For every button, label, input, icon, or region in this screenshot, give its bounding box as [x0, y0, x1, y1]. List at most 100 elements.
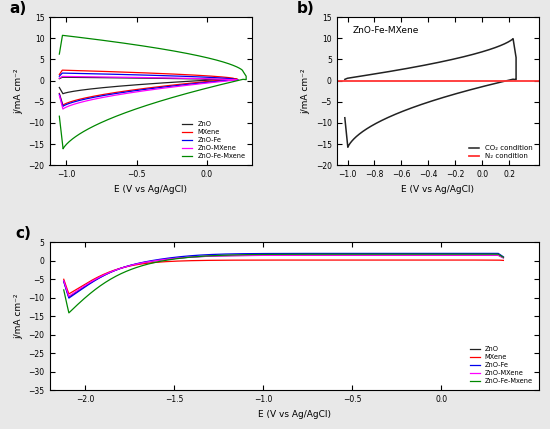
- ZnO-Fe: [260, 251, 267, 256]
- ZnO-Fe-Mxene: [139, 263, 146, 268]
- Line: ZnO: ZnO: [59, 77, 238, 94]
- ZnO-MXene: [355, 253, 361, 258]
- X-axis label: E (V vs Ag/AgCl): E (V vs Ag/AgCl): [402, 184, 474, 193]
- MXene: [148, 85, 155, 90]
- Line: ZnO: ZnO: [64, 255, 503, 297]
- ZnO-Fe-Mxene: [209, 57, 216, 62]
- ZnO-Fe: [59, 70, 65, 76]
- ZnO-MXene: [320, 253, 327, 258]
- MXene: [260, 257, 267, 263]
- ZnO: [500, 255, 507, 260]
- Line: MXene: MXene: [64, 260, 503, 294]
- ZnO-Fe: [202, 75, 209, 80]
- MXene: [174, 72, 181, 77]
- ZnO-Fe: [355, 251, 361, 256]
- CO₂ condition: [388, 69, 395, 74]
- ZnO-MXene: [59, 106, 66, 112]
- ZnO-MXene: [218, 79, 225, 84]
- CO₂ condition: [342, 115, 348, 120]
- X-axis label: E (V vs Ag/AgCl): E (V vs Ag/AgCl): [258, 410, 331, 419]
- MXene: [392, 257, 399, 263]
- ZnO: [320, 253, 327, 258]
- CO₂ condition: [342, 77, 348, 82]
- Line: ZnO-Fe-Mxene: ZnO-Fe-Mxene: [59, 35, 246, 149]
- MXene: [144, 70, 150, 76]
- ZnO-Fe: [59, 104, 66, 109]
- MXene: [320, 257, 327, 263]
- Line: CO₂ condition: CO₂ condition: [345, 39, 516, 147]
- ZnO-MXene: [120, 91, 127, 97]
- MXene: [60, 277, 67, 282]
- Text: ZnO-Fe-MXene: ZnO-Fe-MXene: [353, 26, 419, 35]
- Y-axis label: j/mA cm⁻²: j/mA cm⁻²: [14, 69, 23, 114]
- ZnO-Fe-Mxene: [56, 51, 63, 57]
- ZnO-MXene: [495, 253, 502, 258]
- CO₂ condition: [510, 36, 516, 41]
- ZnO-Fe-Mxene: [153, 100, 159, 105]
- Legend: ZnO, MXene, ZnO-Fe, ZnO-MXene, ZnO-Fe-Mxene: ZnO, MXene, ZnO-Fe, ZnO-MXene, ZnO-Fe-Mx…: [180, 118, 249, 162]
- ZnO-Fe: [218, 79, 225, 84]
- ZnO-Fe-Mxene: [174, 256, 181, 261]
- ZnO-Fe-Mxene: [495, 251, 502, 257]
- MXene: [495, 257, 502, 263]
- ZnO-MXene: [202, 76, 209, 82]
- MXene: [174, 259, 181, 264]
- CO₂ condition: [344, 145, 351, 150]
- MXene: [65, 291, 72, 296]
- ZnO-Fe: [56, 91, 63, 97]
- ZnO-MXene: [260, 253, 267, 258]
- MXene: [59, 103, 66, 108]
- ZnO-MXene: [56, 93, 63, 98]
- ZnO: [56, 85, 63, 90]
- MXene: [355, 257, 361, 263]
- MXene: [202, 73, 209, 79]
- ZnO-Fe-Mxene: [500, 255, 507, 260]
- CO₂ condition: [363, 127, 370, 132]
- ZnO: [174, 256, 181, 261]
- ZnO-Fe-Mxene: [148, 45, 155, 50]
- CO₂ condition: [475, 50, 482, 55]
- Legend: ZnO, MXene, ZnO-Fe, ZnO-MXene, ZnO-Fe-Mxene: ZnO, MXene, ZnO-Fe, ZnO-MXene, ZnO-Fe-Mx…: [467, 344, 536, 387]
- ZnO-MXene: [500, 255, 507, 260]
- ZnO-MXene: [174, 256, 181, 261]
- ZnO-Fe-Mxene: [180, 50, 186, 55]
- ZnO-Fe-Mxene: [392, 251, 399, 257]
- MXene: [56, 91, 63, 96]
- ZnO-Fe-Mxene: [355, 251, 361, 257]
- ZnO: [120, 83, 127, 88]
- CO₂ condition: [465, 53, 472, 58]
- Line: ZnO-Fe-Mxene: ZnO-Fe-Mxene: [64, 254, 503, 313]
- ZnO-Fe: [120, 90, 127, 95]
- ZnO-Fe-Mxene: [56, 114, 63, 119]
- ZnO-MXene: [148, 87, 155, 92]
- MXene: [56, 72, 63, 77]
- ZnO: [260, 253, 267, 258]
- ZnO-MXene: [59, 74, 65, 79]
- Text: c): c): [15, 226, 31, 241]
- Line: ZnO-MXene: ZnO-MXene: [59, 76, 238, 109]
- ZnO: [60, 278, 67, 284]
- ZnO: [56, 76, 63, 81]
- Text: a): a): [9, 1, 26, 16]
- ZnO-Fe: [56, 74, 63, 79]
- X-axis label: E (V vs Ag/AgCl): E (V vs Ag/AgCl): [114, 184, 187, 193]
- ZnO: [139, 260, 146, 266]
- ZnO-Fe-Mxene: [260, 252, 267, 257]
- ZnO: [148, 81, 155, 86]
- CO₂ condition: [424, 62, 430, 67]
- Text: b): b): [296, 1, 314, 16]
- MXene: [120, 89, 127, 94]
- Line: ZnO-Fe: ZnO-Fe: [59, 73, 238, 106]
- ZnO-Fe: [500, 254, 507, 260]
- ZnO: [59, 75, 65, 80]
- ZnO: [65, 294, 72, 299]
- ZnO-Fe-Mxene: [65, 310, 72, 315]
- CO₂ condition: [485, 48, 491, 53]
- MXene: [500, 258, 507, 263]
- ZnO-MXene: [174, 76, 181, 81]
- Line: MXene: MXene: [59, 70, 238, 105]
- ZnO-Fe-Mxene: [320, 251, 327, 257]
- Legend: CO₂ condition, N₂ condition: CO₂ condition, N₂ condition: [466, 142, 536, 162]
- ZnO: [59, 91, 66, 96]
- ZnO-Fe: [392, 251, 399, 256]
